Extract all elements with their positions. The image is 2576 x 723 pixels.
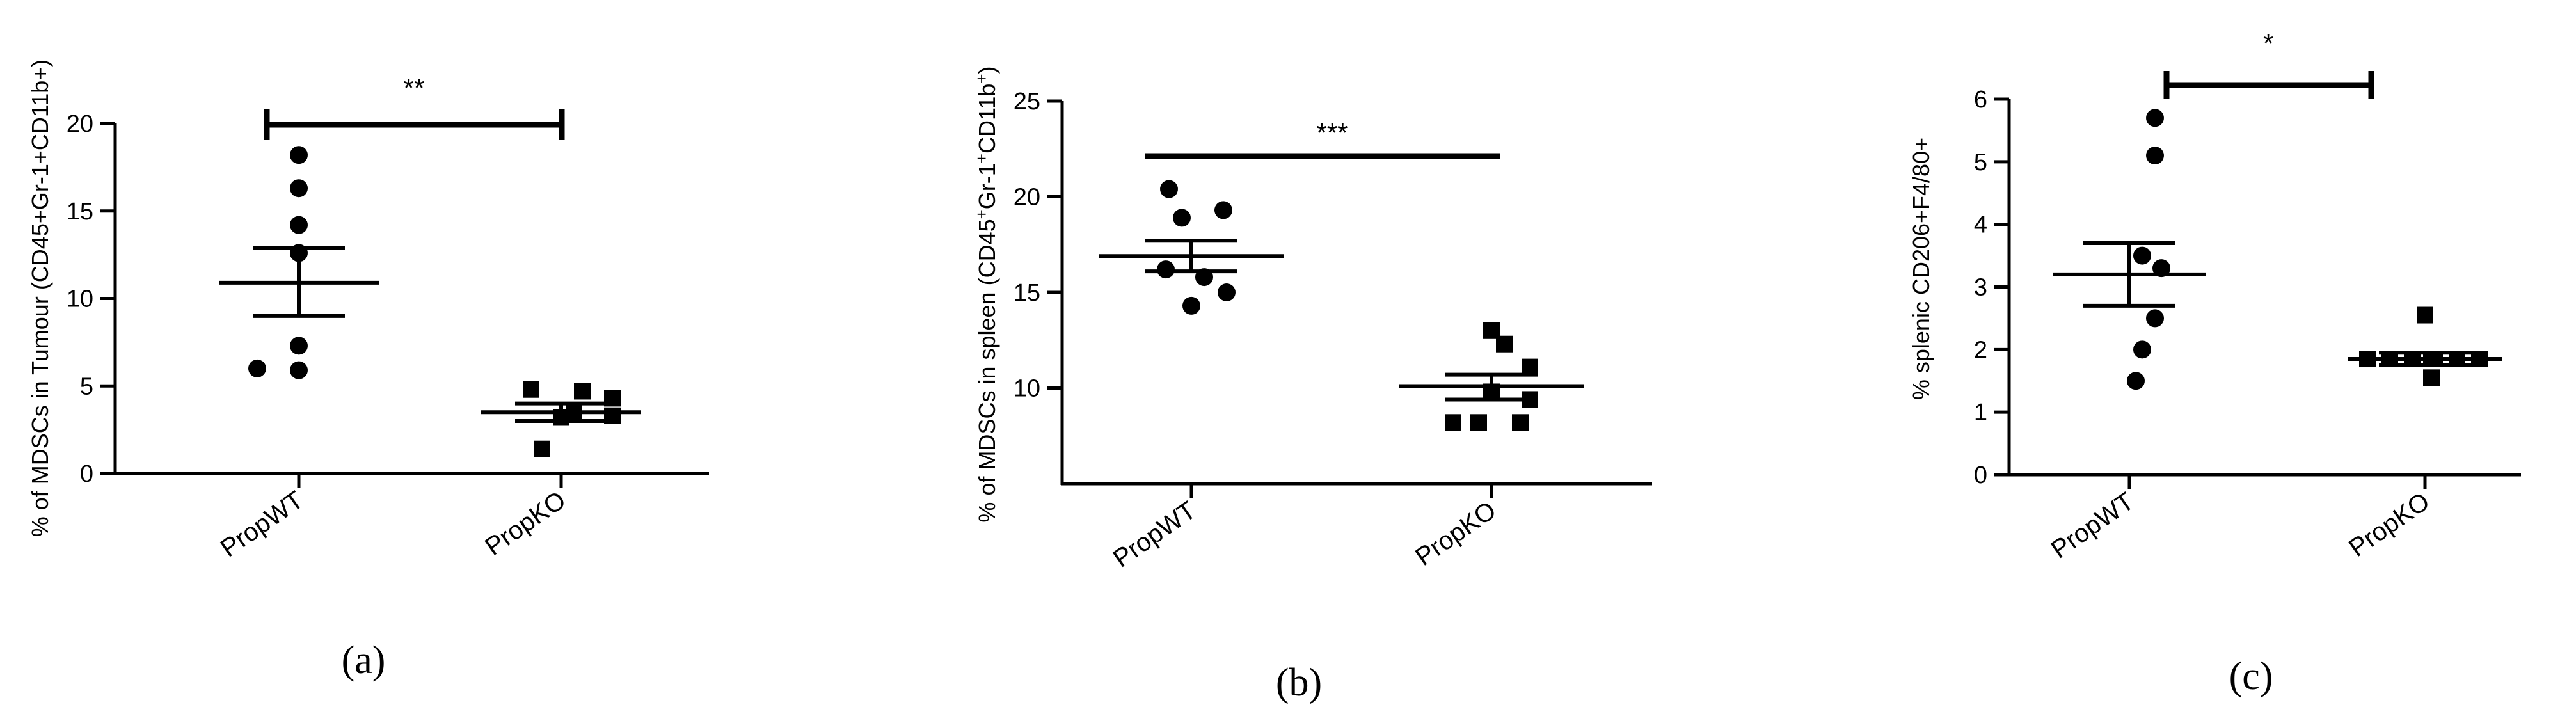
panel-label: (c) xyxy=(2229,655,2273,698)
significance-stars: *** xyxy=(1316,118,1348,148)
data-point-square xyxy=(1496,335,1513,353)
data-point-square xyxy=(523,381,539,398)
panel-label: (b) xyxy=(1276,661,1322,704)
y-tick-label: 2 xyxy=(1974,337,1987,363)
data-point-circle xyxy=(1173,209,1191,227)
data-point-circle xyxy=(2146,309,2164,328)
data-point-circle xyxy=(290,216,308,234)
data-point-square xyxy=(574,383,591,400)
y-tick-label: 4 xyxy=(1974,212,1987,239)
data-point-circle xyxy=(2146,147,2164,165)
y-tick-label: 20 xyxy=(67,111,93,138)
x-tick-label: PropWT xyxy=(216,486,308,562)
y-ticks: 0 5 10 15 20 xyxy=(67,111,115,488)
panel-a: 0 5 10 15 20 % of MDSCs in Tumour (CD45+Gr-1… xyxy=(27,60,709,682)
x-tick-label: PropKO xyxy=(1410,496,1501,571)
y-axis-label: % splenic CD206+F4/80+ xyxy=(1908,138,1934,400)
data-point-circle xyxy=(1182,296,1200,315)
x-tick-label: PropWT xyxy=(1108,496,1201,573)
data-point-circle xyxy=(1218,283,1236,301)
y-tick-label: 5 xyxy=(80,373,93,400)
data-point-circle xyxy=(1160,180,1178,198)
y-tick-label: 20 xyxy=(1014,184,1040,211)
category-labels: PropWT PropKO xyxy=(1108,484,1501,573)
x-tick-label: PropKO xyxy=(480,486,571,561)
y-tick-label: 15 xyxy=(67,198,93,225)
panel-b: 10 15 20 25 % of MDSCs in spleen (CD45+Gr-1… xyxy=(972,66,1652,704)
data-point-square xyxy=(1512,414,1529,431)
data-point-circle xyxy=(2146,109,2164,127)
data-point-circle xyxy=(290,337,308,355)
data-point-circle xyxy=(1214,201,1232,219)
data-point-square xyxy=(534,440,550,457)
y-axis-label: % of MDSCs in Tumour (CD45+Gr-1+CD11b+) xyxy=(27,60,53,537)
data-point-circle xyxy=(2133,340,2151,359)
data-point-square xyxy=(1470,414,1487,431)
data-point-square xyxy=(1445,414,1461,431)
category-labels: PropWT PropKO xyxy=(216,473,571,563)
data-point-circle xyxy=(290,179,308,198)
data-point-circle xyxy=(290,361,308,379)
y-tick-label: 5 xyxy=(1974,149,1987,176)
data-point-square xyxy=(2417,306,2433,324)
significance-stars: * xyxy=(2263,28,2273,58)
y-tick-label: 6 xyxy=(1974,86,1987,113)
y-tick-label: 10 xyxy=(67,286,93,313)
y-tick-label: 3 xyxy=(1974,274,1987,301)
data-point-square xyxy=(1522,358,1538,376)
y-tick-label: 10 xyxy=(1014,376,1040,402)
y-tick-label: 0 xyxy=(80,461,93,488)
x-tick-label: PropWT xyxy=(2046,487,2139,564)
data-point-circle xyxy=(248,359,266,377)
panel-label: (a) xyxy=(342,639,386,682)
y-ticks: 10 15 20 25 xyxy=(1014,88,1062,402)
category-labels: PropWT PropKO xyxy=(2046,475,2435,564)
significance-stars: ** xyxy=(404,73,425,103)
data-point-square xyxy=(2423,369,2440,386)
data-point-circle xyxy=(2127,372,2145,390)
x-tick-label: PropKO xyxy=(2344,487,2435,562)
data-points xyxy=(219,146,641,457)
y-axis-label: % of MDSCs in spleen (CD45+Gr-1+CD11b+) xyxy=(972,66,1000,522)
y-tick-label: 15 xyxy=(1014,280,1040,306)
data-point-circle xyxy=(2133,246,2151,265)
data-points xyxy=(2053,109,2502,390)
data-point-circle xyxy=(290,146,308,164)
y-ticks: 0 1 2 3 4 5 6 xyxy=(1974,86,2009,489)
y-tick-label: 0 xyxy=(1974,462,1987,489)
data-points xyxy=(1099,180,1584,431)
y-tick-label: 25 xyxy=(1014,88,1040,115)
y-tick-label: 1 xyxy=(1974,399,1987,426)
